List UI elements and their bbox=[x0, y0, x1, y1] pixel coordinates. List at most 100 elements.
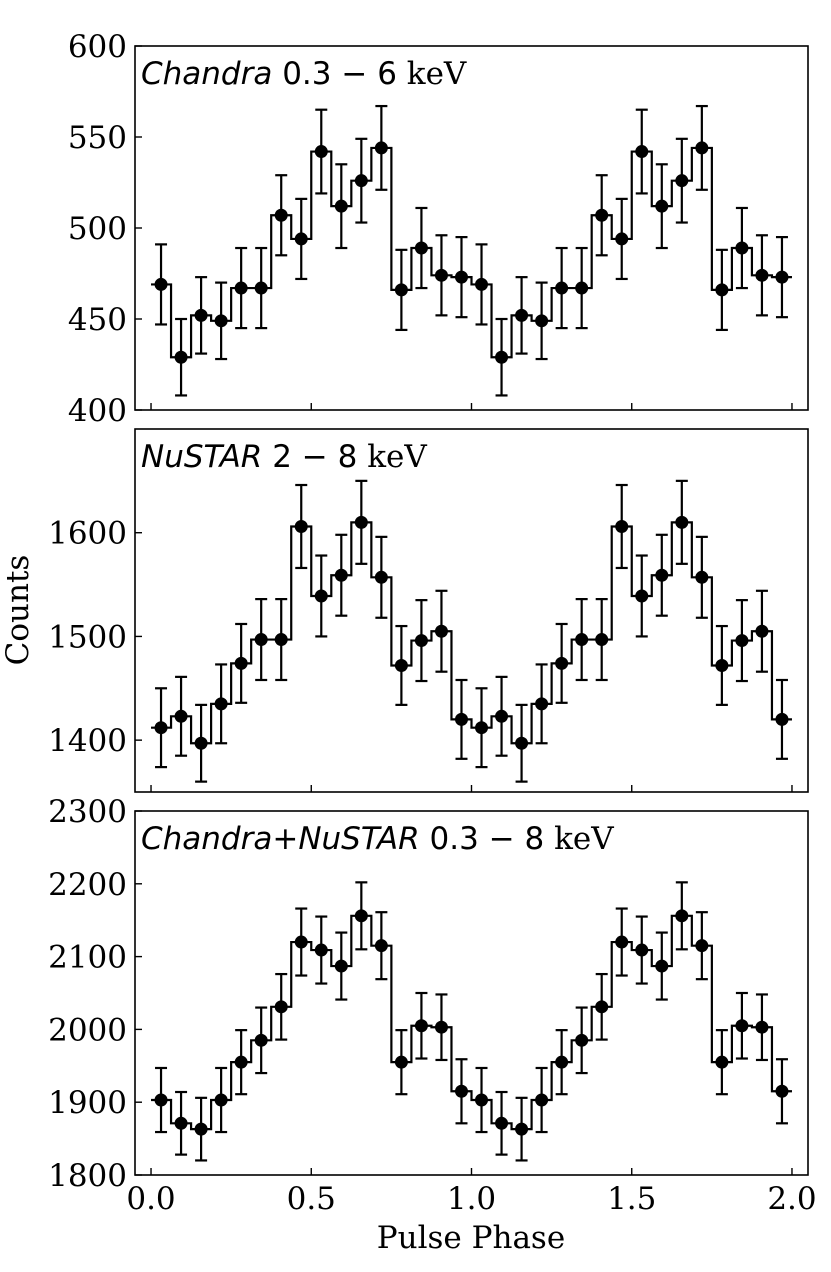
y-tick-label: 2000 bbox=[48, 1012, 127, 1048]
data-point bbox=[334, 568, 348, 582]
data-point bbox=[154, 1093, 168, 1107]
panel-title-instrument: NuSTAR bbox=[141, 439, 262, 475]
data-point bbox=[715, 283, 729, 297]
y-tick-label: 1900 bbox=[48, 1085, 127, 1121]
data-point bbox=[655, 959, 669, 973]
y-tick-label: 550 bbox=[68, 120, 127, 156]
data-point bbox=[334, 199, 348, 213]
data-point bbox=[314, 145, 328, 159]
data-point bbox=[735, 241, 749, 255]
data-point bbox=[314, 589, 328, 603]
data-point bbox=[535, 314, 549, 328]
data-point bbox=[234, 656, 248, 670]
data-point bbox=[434, 624, 448, 638]
y-tick-label: 400 bbox=[68, 393, 127, 429]
data-point bbox=[655, 199, 669, 213]
data-point bbox=[374, 570, 388, 584]
y-tick-label: 1800 bbox=[48, 1158, 127, 1194]
panel-title-instrument: Chandra+NuSTAR bbox=[141, 821, 420, 857]
panel-title-unit: keV bbox=[407, 56, 467, 92]
data-point bbox=[174, 350, 188, 364]
data-point bbox=[294, 232, 308, 246]
data-point bbox=[394, 283, 408, 297]
panel-title-unit: keV bbox=[367, 439, 427, 475]
data-point bbox=[755, 1020, 769, 1034]
data-point bbox=[515, 736, 529, 750]
data-point bbox=[755, 268, 769, 282]
plot-frame bbox=[134, 810, 809, 1176]
data-point bbox=[274, 208, 288, 222]
x-tick-label: 2.0 bbox=[767, 1181, 816, 1217]
step-line bbox=[151, 146, 792, 359]
x-tick-label: 0.0 bbox=[126, 1181, 175, 1217]
panel-title: Chandra+NuSTAR 0.3 − 8 keV bbox=[141, 821, 614, 857]
data-point bbox=[595, 633, 609, 647]
data-point bbox=[234, 1055, 248, 1069]
panel-title-band: 2 − 8 bbox=[262, 439, 367, 475]
data-point bbox=[575, 633, 589, 647]
panel-title: NuSTAR 2 − 8 keV bbox=[141, 439, 427, 475]
data-point bbox=[635, 145, 649, 159]
data-point bbox=[454, 1084, 468, 1098]
data-point bbox=[495, 709, 509, 723]
data-point bbox=[635, 589, 649, 603]
data-point bbox=[254, 1033, 268, 1047]
data-point bbox=[475, 721, 489, 735]
data-point bbox=[555, 281, 569, 295]
y-tick-label: 1500 bbox=[48, 619, 127, 655]
x-axis-title: Pulse Phase bbox=[377, 1220, 565, 1256]
data-point bbox=[314, 943, 328, 957]
data-point bbox=[535, 1093, 549, 1107]
data-point bbox=[374, 141, 388, 155]
data-point bbox=[354, 909, 368, 923]
data-point bbox=[274, 633, 288, 647]
y-axis-title: Counts bbox=[0, 555, 36, 666]
data-point bbox=[515, 308, 529, 322]
data-point bbox=[695, 939, 709, 953]
panel-2: 1400 1500 1600 NuSTAR 2 − 8 keV bbox=[48, 428, 809, 793]
data-point bbox=[174, 1116, 188, 1130]
data-point bbox=[595, 1000, 609, 1014]
data-point bbox=[174, 709, 188, 723]
panel-1: 400 450 500 550 600 Chandra 0.3 − 6 keV bbox=[68, 29, 809, 429]
data-point bbox=[194, 308, 208, 322]
data-point bbox=[454, 712, 468, 726]
data-point bbox=[154, 721, 168, 735]
x-tick-label: 0.5 bbox=[287, 1181, 336, 1217]
data-point bbox=[154, 277, 168, 291]
data-point bbox=[294, 935, 308, 949]
data-point bbox=[475, 1093, 489, 1107]
data-point bbox=[414, 241, 428, 255]
data-point bbox=[434, 1020, 448, 1034]
x-tick-label: 1.0 bbox=[447, 1181, 496, 1217]
data-point bbox=[194, 1122, 208, 1136]
data-point bbox=[555, 1055, 569, 1069]
data-point bbox=[755, 624, 769, 638]
data-point bbox=[354, 515, 368, 529]
data-point bbox=[475, 277, 489, 291]
data-point bbox=[535, 697, 549, 711]
data-point bbox=[214, 697, 228, 711]
data-point bbox=[575, 1033, 589, 1047]
y-tick-label: 2300 bbox=[48, 794, 127, 830]
data-point bbox=[495, 350, 509, 364]
data-point bbox=[254, 281, 268, 295]
data-point bbox=[775, 1084, 789, 1098]
data-point bbox=[575, 281, 589, 295]
data-point bbox=[394, 658, 408, 672]
panel-title-band: 0.3 − 8 bbox=[420, 821, 554, 857]
data-point bbox=[274, 1000, 288, 1014]
y-tick-label: 450 bbox=[68, 302, 127, 338]
panel-title-band: 0.3 − 6 bbox=[272, 56, 406, 92]
data-point bbox=[214, 1093, 228, 1107]
x-tick-label: 1.5 bbox=[607, 1181, 656, 1217]
step-line bbox=[151, 521, 792, 745]
data-point bbox=[394, 1055, 408, 1069]
panel-title: Chandra 0.3 − 6 keV bbox=[141, 56, 467, 92]
data-point bbox=[775, 270, 789, 284]
data-point bbox=[675, 174, 689, 188]
data-point bbox=[735, 1019, 749, 1033]
y-tick-label: 2100 bbox=[48, 940, 127, 976]
data-point bbox=[715, 658, 729, 672]
